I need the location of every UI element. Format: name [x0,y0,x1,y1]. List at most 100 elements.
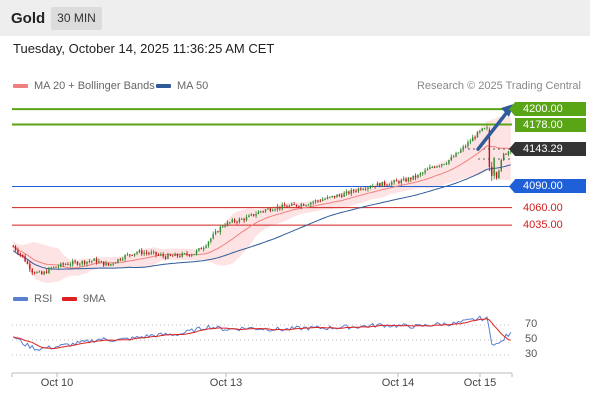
candle-body [500,160,502,171]
candle-body [183,253,186,255]
candle-body [395,180,398,182]
candle-body [33,272,36,274]
candle-body [19,253,22,255]
candle-body [336,194,338,198]
candle-body [131,254,133,256]
candle-body [302,204,305,206]
price-tag-4178.00: 4178.00 [515,117,586,132]
candle-body [36,271,38,274]
candle-body [293,203,295,205]
candle-body [100,261,102,263]
candle-body [398,181,400,184]
candle-body [429,167,431,170]
candle-body [174,253,176,257]
candle-body [329,196,331,198]
bollinger-swatch [13,84,28,88]
candle-body [419,173,422,175]
candle-body [274,209,276,211]
candle-body [307,204,310,206]
candle-body [124,255,126,259]
candle-body [38,271,41,273]
candle-body [369,187,372,189]
candle-body [214,231,217,235]
candle-body [200,248,202,250]
ma50-swatch [156,84,171,88]
candle-body [298,206,300,208]
candle-body [269,208,272,211]
candle-body [91,260,93,262]
candle-body [472,137,474,142]
candle-body [17,250,19,254]
candle-body [74,261,76,263]
candle-body [250,214,252,216]
candle-body [217,231,219,233]
candle-body [105,263,107,266]
candle-body [319,200,322,202]
candle-body [79,263,81,265]
candle-body [476,131,479,138]
candle-body [393,180,395,183]
candle-body [143,252,145,254]
candle-body [45,271,48,274]
rsi-tick-70: 70 [525,318,538,330]
candle-body [402,178,405,181]
candle-body [148,253,150,255]
candle-body [150,252,152,254]
candle-body [133,253,136,256]
candle-body [286,206,288,208]
candle-body [231,219,233,223]
candle-body [50,267,52,269]
candle-body [507,151,510,155]
candle-body [195,250,198,255]
candle-body [264,209,267,212]
candle-body [281,204,283,209]
candle-body [164,256,167,259]
candle-body [374,185,376,187]
candle-body [367,187,369,190]
candle-body [414,175,417,178]
candle-body [357,188,360,192]
candle-body [474,137,476,139]
timeframe-button[interactable]: 30 MIN [51,7,102,30]
candle-body [72,261,74,265]
candle-body [295,204,298,207]
rsi-legend-label: RSI [34,293,53,305]
candle-body [381,181,383,187]
rsi-swatch [13,297,28,301]
candle-body [29,263,31,270]
candle-body [502,153,505,161]
candle-body [443,164,445,166]
price-tag-4090.00: 4090.00 [515,179,586,194]
candle-body [391,182,393,185]
candle-body [498,170,500,179]
ma50-legend-label: MA 50 [177,80,209,92]
candle-body [114,262,117,264]
candle-body [352,189,355,192]
bollinger-band [13,116,511,283]
candle-body [102,261,105,266]
candle-body [236,221,238,223]
rsi-tick-50: 50 [525,333,538,345]
candle-body [483,128,486,130]
candle-body [317,200,319,202]
candle-body [112,263,114,265]
candle-body [386,184,388,186]
candle-body [305,204,307,206]
candle-body [433,166,436,168]
candle-body [495,172,498,179]
candle-body [188,254,191,256]
candle-body [60,263,62,267]
candle-body [181,253,183,257]
top-bar: Gold 30 MIN [0,0,590,36]
candle-body [31,269,33,273]
candle-body [57,266,60,268]
candle-body [283,204,286,207]
price-tag-4060.00: 4060.00 [523,201,563,214]
candle-body [219,226,222,233]
candle-body [98,261,100,263]
date-label: Oct 14 [381,377,415,389]
candle-body [205,245,207,248]
candle-body [457,152,460,154]
candle-body [67,264,69,266]
